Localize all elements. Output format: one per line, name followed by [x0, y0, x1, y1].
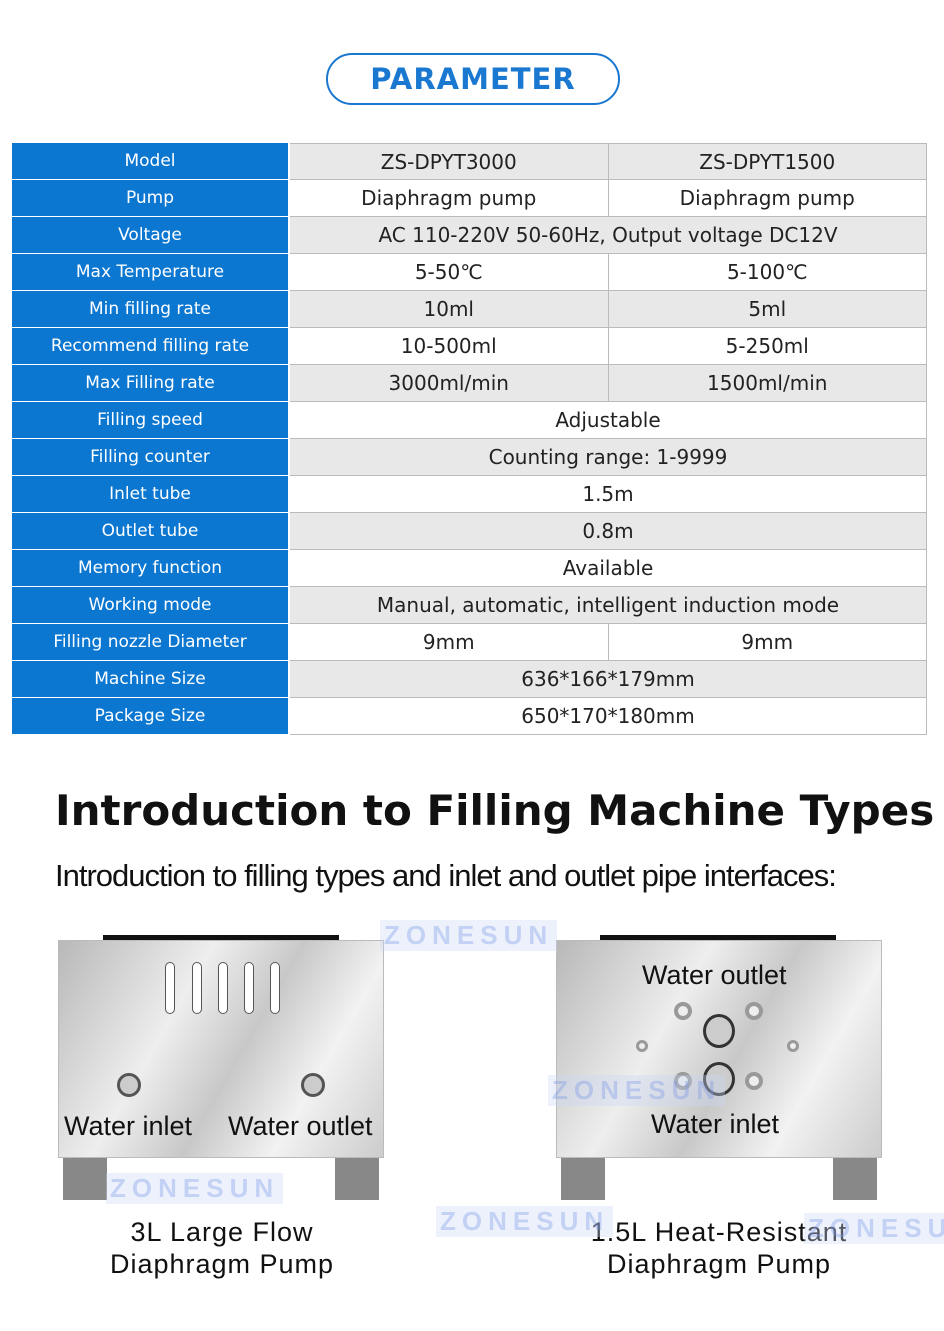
row-label: Pump	[12, 180, 288, 217]
row-value: ZS-DPYT1500	[607, 144, 927, 179]
row-label: Filling counter	[12, 439, 288, 476]
watermark: ZONESUN	[804, 1213, 944, 1244]
vent-slot	[165, 962, 175, 1014]
row-label: Outlet tube	[12, 513, 288, 550]
row-label: Max Temperature	[12, 254, 288, 291]
row-label: Inlet tube	[12, 476, 288, 513]
row-label: Filling nozzle Diameter	[12, 624, 288, 661]
row-value: Manual, automatic, intelligent induction…	[376, 593, 840, 617]
row-label: Working mode	[12, 587, 288, 624]
row-value: Available	[562, 556, 654, 580]
row-value: 636*166*179mm	[521, 667, 695, 691]
intro-title: Introduction to Filling Machine Types	[55, 786, 935, 835]
row-label: Machine Size	[12, 661, 288, 698]
outlet-port-icon	[703, 1014, 735, 1048]
table-row: Filling nozzle Diameter 9mm 9mm	[12, 624, 927, 661]
row-value: 3000ml/min	[388, 371, 509, 395]
table-row: Memory function Available	[12, 550, 927, 587]
machine-leg	[561, 1158, 605, 1200]
table-row: Machine Size 636*166*179mm	[12, 661, 927, 698]
parameter-table: Model ZS-DPYT3000 ZS-DPYT1500 Pump Diaphragm…	[12, 143, 927, 735]
bolt-icon	[674, 1072, 692, 1090]
bolt-icon	[787, 1040, 799, 1052]
row-label: Model	[12, 143, 288, 180]
table-row: Filling counter Counting range: 1-9999	[12, 439, 927, 476]
row-value: ZS-DPYT3000	[380, 149, 517, 174]
table-row: Outlet tube 0.8m	[12, 513, 927, 550]
row-label: Max Filling rate	[12, 365, 288, 402]
row-value: 5ml	[607, 291, 927, 327]
row-value: 10ml	[423, 297, 475, 321]
water-inlet-label: Water inlet	[64, 1111, 193, 1141]
watermark: ZONESUN	[380, 920, 558, 951]
watermark: ZONESUN	[106, 1173, 284, 1204]
table-row: Max Filling rate 3000ml/min 1500ml/min	[12, 365, 927, 402]
vent-slot	[244, 962, 254, 1014]
table-row: Package Size 650*170*180mm	[12, 698, 927, 735]
table-row: Max Temperature 5-50℃ 5-100℃	[12, 254, 927, 291]
water-outlet-label: Water outlet	[642, 960, 787, 990]
row-value: Diaphragm pump	[607, 180, 927, 216]
table-row: Model ZS-DPYT3000 ZS-DPYT1500	[12, 143, 927, 180]
table-row: Recommend filling rate 10-500ml 5-250ml	[12, 328, 927, 365]
bolt-icon	[745, 1002, 763, 1020]
bolt-icon	[674, 1002, 692, 1020]
table-row: Min filling rate 10ml 5ml	[12, 291, 927, 328]
row-label: Filling speed	[12, 402, 288, 439]
table-row: Pump Diaphragm pump Diaphragm pump	[12, 180, 927, 217]
bolt-icon	[636, 1040, 648, 1052]
row-value: 5-250ml	[607, 328, 927, 364]
intro-subtitle: Introduction to filling types and inlet …	[55, 858, 837, 893]
row-label: Recommend filling rate	[12, 328, 288, 365]
machine-leg	[63, 1158, 107, 1200]
table-row: Inlet tube 1.5m	[12, 476, 927, 513]
table-row: Filling speed Adjustable	[12, 402, 927, 439]
machine-1-5l-diagram	[556, 940, 882, 1158]
row-label: Voltage	[12, 217, 288, 254]
vent-slot	[218, 962, 228, 1014]
row-value: 1500ml/min	[607, 365, 927, 401]
row-value: 650*170*180mm	[521, 704, 695, 728]
row-value: Adjustable	[555, 408, 661, 432]
row-value: 1.5m	[582, 482, 634, 506]
vent-slot	[270, 962, 280, 1014]
row-value: Diaphragm pump	[361, 186, 537, 210]
watermark: ZONESUN	[548, 1075, 726, 1106]
machine-3l-caption: 3L Large Flow Diaphragm Pump	[109, 1217, 335, 1279]
row-label: Min filling rate	[12, 291, 288, 328]
row-value: 0.8m	[582, 519, 634, 543]
table-row: Working mode Manual, automatic, intellige…	[12, 587, 927, 624]
vent-slot	[192, 962, 202, 1014]
inlet-port-icon	[703, 1062, 735, 1096]
row-value: Counting range: 1-9999	[488, 445, 728, 469]
row-value: 9mm	[422, 630, 475, 654]
row-label: Memory function	[12, 550, 288, 587]
inlet-port-icon	[117, 1073, 141, 1097]
machine-top-bar	[103, 935, 339, 941]
table-row: Voltage AC 110-220V 50-60Hz, Output volta…	[12, 217, 927, 254]
outlet-port-icon	[301, 1073, 325, 1097]
row-label: Package Size	[12, 698, 288, 735]
water-inlet-label: Water inlet	[651, 1109, 780, 1139]
row-value: AC 110-220V 50-60Hz, Output voltage DC12…	[378, 223, 838, 247]
parameter-heading: PARAMETER	[326, 53, 620, 105]
watermark: ZONESUN	[436, 1206, 614, 1237]
machine-top-bar	[600, 935, 836, 941]
row-value: 5-50℃	[414, 260, 483, 284]
bolt-icon	[745, 1072, 763, 1090]
row-value: 10-500ml	[400, 334, 497, 358]
machine-1-5l-caption: 1.5L Heat-Resistant Diaphragm Pump	[590, 1217, 848, 1279]
machine-leg	[335, 1158, 379, 1200]
row-value: 5-100℃	[607, 254, 927, 290]
machine-leg	[833, 1158, 877, 1200]
row-value: 9mm	[607, 624, 927, 660]
water-outlet-label: Water outlet	[228, 1111, 373, 1141]
